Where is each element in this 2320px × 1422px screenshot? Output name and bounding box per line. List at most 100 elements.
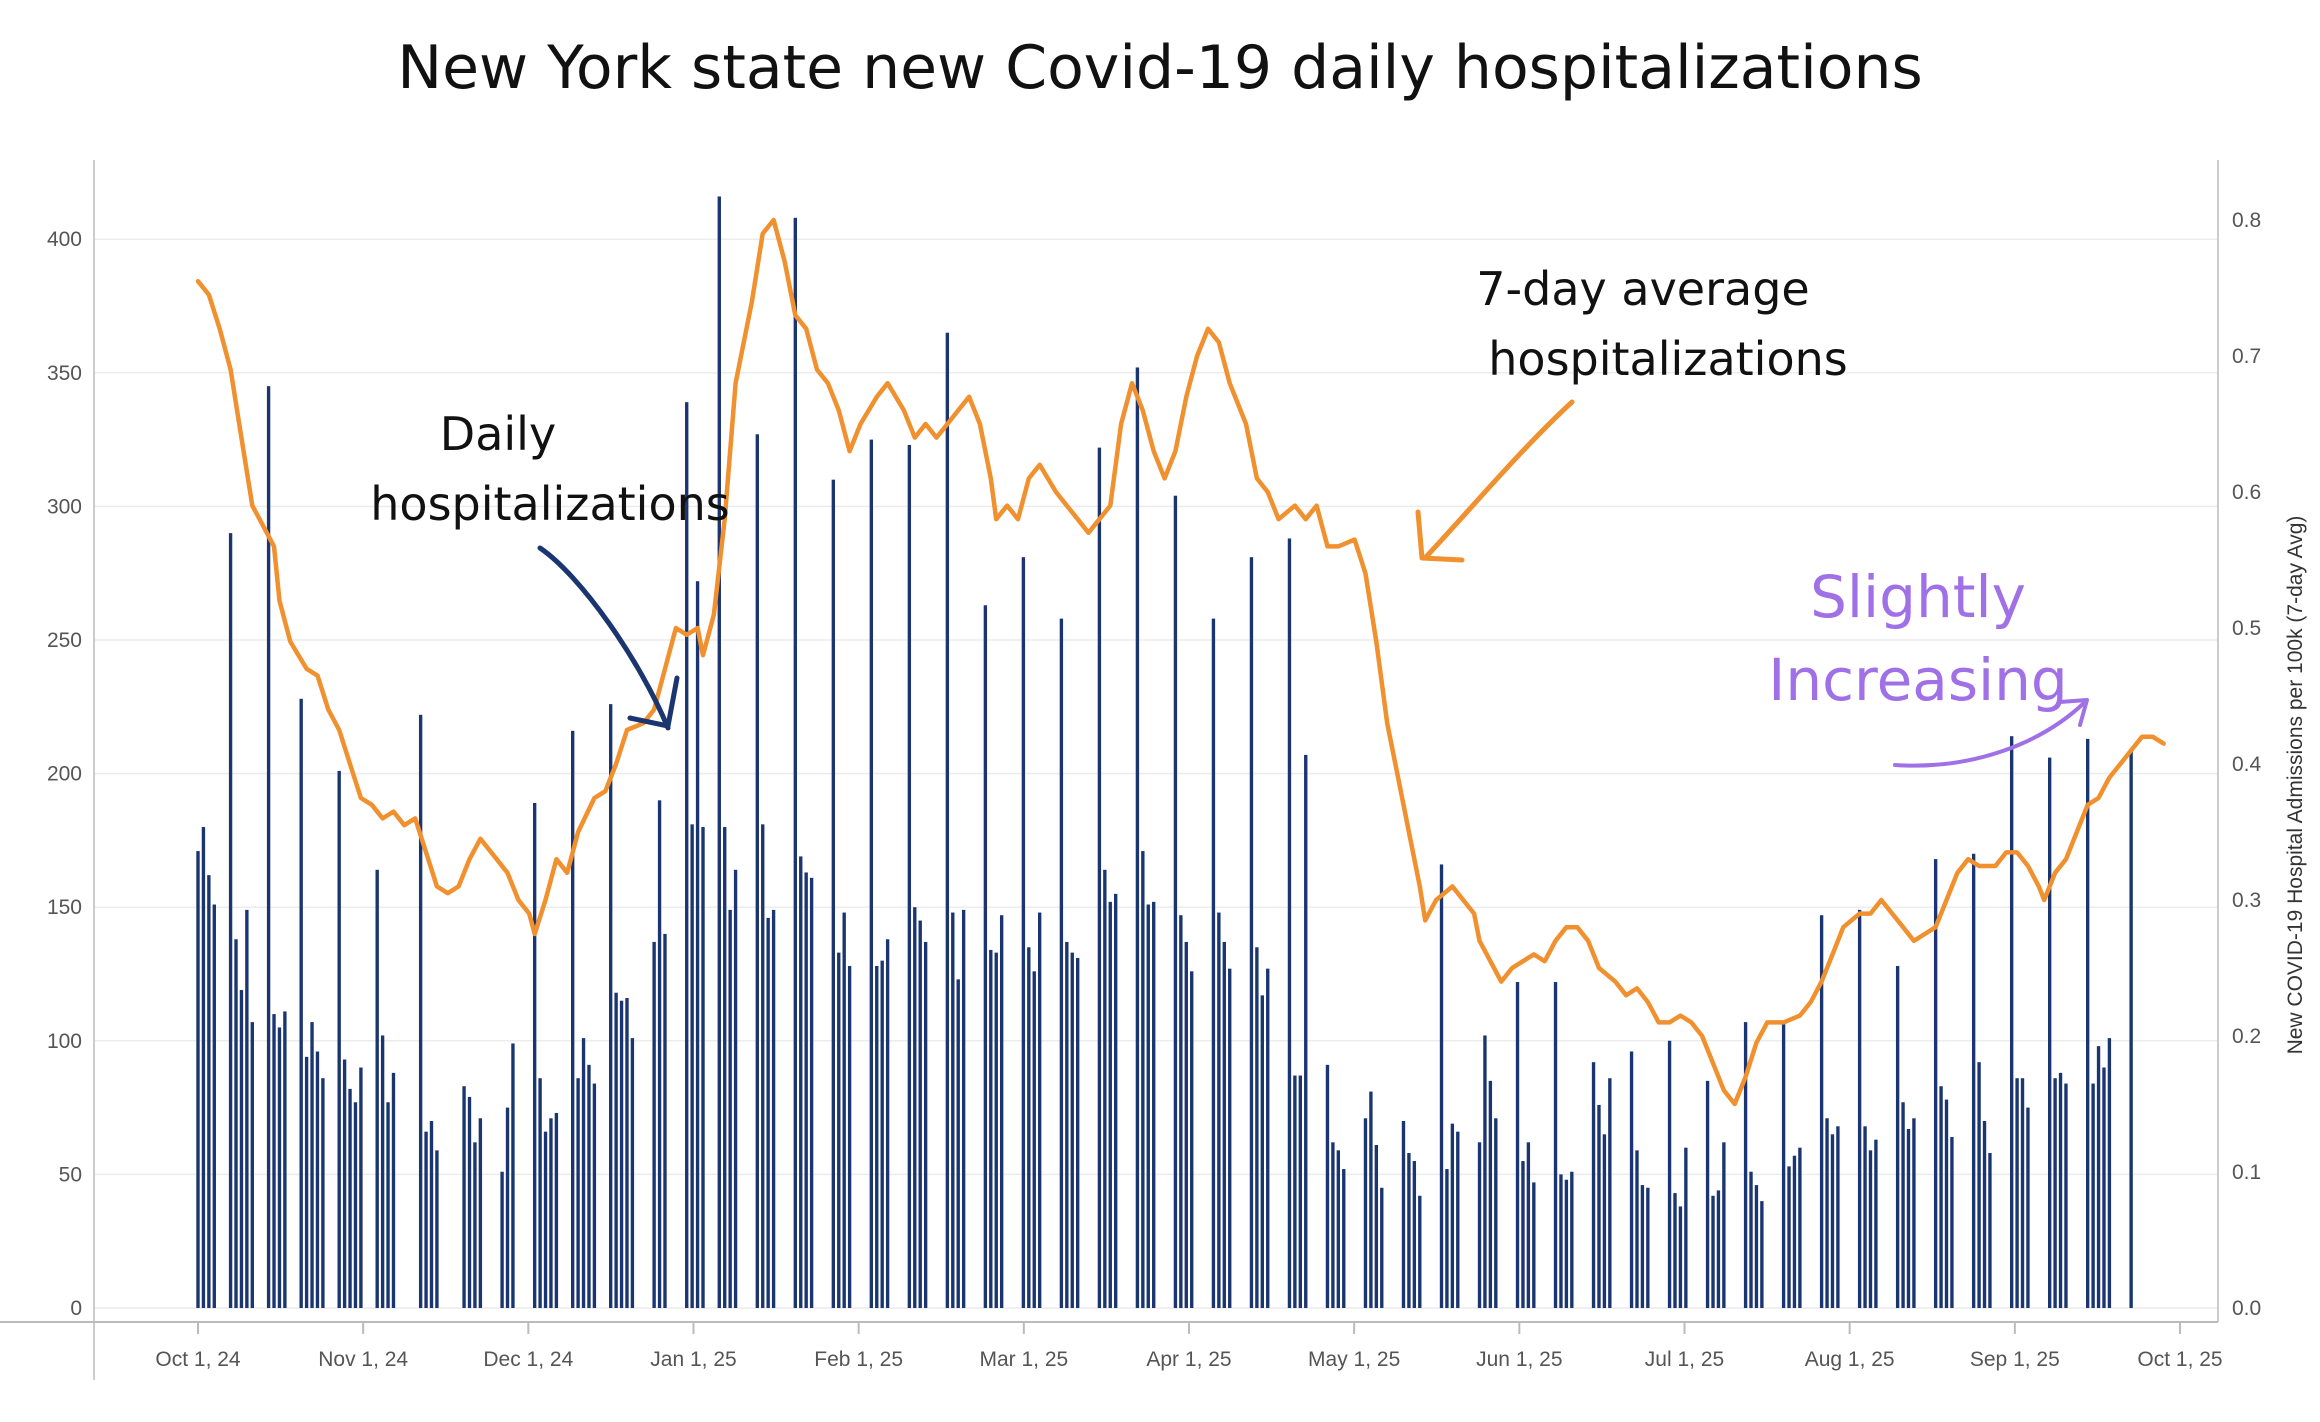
bar [386,1102,390,1308]
bar [375,869,379,1308]
annotation-7day-arrowhead [1415,509,1465,563]
x-tick-label: Feb 1, 25 [814,1348,903,1371]
bar [1488,1080,1493,1308]
bar [1325,1064,1330,1308]
bar [2086,738,2090,1308]
bar [1222,941,1226,1308]
bar [304,1056,309,1308]
bar [1526,1142,1531,1308]
bar [956,979,960,1308]
bar [1673,1193,1677,1308]
bar [1439,864,1444,1308]
bar [701,827,705,1308]
y-right-tick-label: 0.6 [2232,481,2261,504]
bar [277,1027,282,1308]
bar [1749,1171,1753,1308]
bar [1211,618,1216,1308]
bar [717,196,721,1308]
bar [234,939,238,1308]
y-left-tick-label: 100 [47,1030,82,1053]
bar [2091,1083,2095,1308]
bar [1114,893,1118,1308]
bar [391,1072,396,1308]
y-left-tick-label: 300 [47,495,82,518]
bar [1684,1147,1688,1308]
bar [961,909,966,1308]
x-tick-label: Apr 1, 25 [1146,1348,1231,1371]
bar [1901,1102,1905,1308]
bar [619,1000,624,1308]
bar [837,952,841,1308]
annotation-daily-line1: Daily [440,407,556,461]
bar [1037,912,1042,1308]
bar [543,1131,548,1308]
bar [1532,1182,1536,1308]
bar [424,1131,428,1308]
bar [1380,1187,1384,1308]
x-tick-label: Sep 1, 25 [1970,1348,2060,1371]
y-right-tick-labels: 0.0 0.1 0.2 0.3 0.4 0.5 0.6 0.7 0.8 [2232,209,2262,1320]
bar [1401,1120,1406,1308]
bar [869,439,874,1309]
bar [918,920,922,1308]
bar [2058,1072,2063,1308]
annotation-7day-arrow [1422,399,1575,561]
bar [989,949,993,1308]
bar [505,1107,510,1308]
bar [1374,1145,1379,1308]
annotation-daily-arrow [537,545,671,731]
bar [1825,1118,1829,1308]
bar [532,802,537,1308]
bar [538,1078,542,1308]
bar [478,1118,483,1308]
bar [1863,1126,1867,1308]
bar [994,952,998,1308]
annotation-increasing-arrowhead [2058,698,2089,727]
bar [1836,1126,1840,1308]
bar [1179,915,1183,1308]
bar [266,386,271,1308]
bar [2129,749,2133,1308]
bar [609,704,613,1308]
y-right-tick-label: 0.1 [2232,1161,2261,1184]
bar [2064,1083,2068,1308]
bar [685,402,689,1308]
bar [755,434,759,1309]
bar [1646,1187,1650,1308]
bar [1597,1104,1601,1308]
bar [1070,952,1074,1308]
annotation-7day-line2: hospitalizations [1488,332,1847,386]
bar [804,872,808,1308]
bar [1021,557,1026,1308]
bar [587,1064,591,1308]
bar [690,824,694,1308]
y-right-tick-label: 0.0 [2232,1297,2261,1320]
y-right-axis-label: New COVID-19 Hospital Admissions per 100… [2284,516,2307,1055]
bar [657,800,662,1308]
bar [418,714,423,1308]
bar [1971,853,1976,1308]
bar [1184,941,1188,1308]
bar [771,909,776,1308]
bar [1336,1150,1341,1308]
bar [630,1038,635,1308]
bar [1950,1136,1954,1308]
bar [1521,1161,1525,1308]
bar [1108,901,1112,1308]
bar [1456,1131,1460,1308]
bar [212,904,216,1308]
y-right-tick-label: 0.8 [2232,209,2261,232]
bar [1065,941,1069,1308]
bar [359,1067,363,1308]
bar [315,1051,320,1308]
bar [1173,495,1178,1308]
bar [1798,1147,1802,1308]
annotation-increasing: Slightly Increasing [1768,563,2089,768]
bar [2107,1038,2112,1308]
bar [2102,1067,2106,1308]
bar [1255,947,1259,1308]
bar [283,1011,287,1308]
x-tick-label: Oct 1, 24 [155,1348,241,1371]
bar [228,533,233,1308]
bar [196,851,200,1308]
